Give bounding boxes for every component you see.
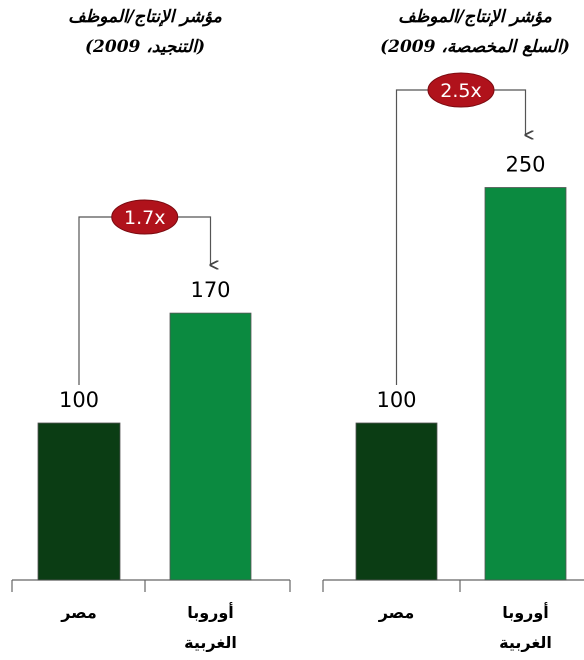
value-label: 100 [376, 388, 416, 412]
bar [37, 422, 121, 581]
value-label: 100 [59, 388, 99, 412]
x-label-box: مصر [378, 603, 415, 622]
bar [169, 312, 252, 581]
x-tick-label: أوروبا الغربية [184, 603, 237, 652]
value-label: 250 [505, 153, 545, 177]
x-tick-label: مصر [378, 603, 415, 622]
x-label-box: أوروبا الغربية [499, 603, 552, 652]
bar [355, 422, 438, 581]
chart-subtitle: (التنجيد، 2009) [85, 37, 205, 57]
value-label: 170 [190, 278, 230, 302]
x-label-box: أوروبا الغربية [184, 603, 237, 652]
x-tick-label: مصر [61, 603, 97, 622]
annotation-badge [111, 199, 179, 235]
chart-title: مؤشر الإنتاج/الموظف [398, 7, 553, 27]
annotation-text: 2.5x [440, 80, 481, 102]
annotation-badge [427, 72, 495, 108]
x-tick-label: أوروبا الغربية [499, 603, 552, 652]
bar [484, 187, 567, 581]
x-label-box: مصر [61, 603, 97, 622]
chart-title: مؤشر الإنتاج/الموظف [68, 7, 223, 27]
annotation-text: 1.7x [124, 207, 165, 229]
chart-subtitle: (السلع المخصصة، 2009) [380, 37, 570, 57]
